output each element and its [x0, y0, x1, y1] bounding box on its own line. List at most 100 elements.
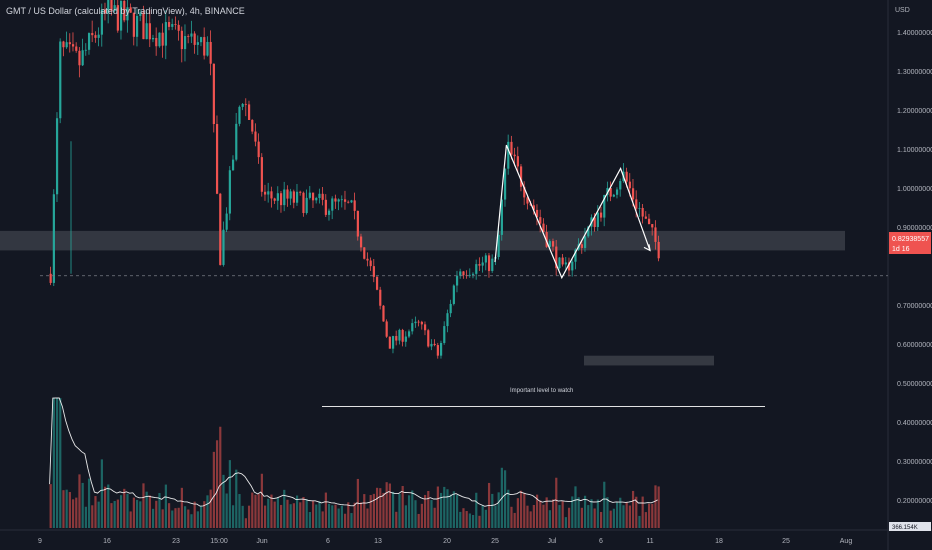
volume-bar [379, 488, 382, 528]
candle-body [433, 343, 436, 346]
candle-body [177, 24, 180, 31]
volume-bar [81, 482, 84, 528]
candle-body [260, 157, 263, 192]
volume-bar [513, 512, 516, 528]
candle-body [334, 198, 337, 202]
volume-bar [459, 511, 462, 528]
volume-bar [654, 485, 657, 528]
candle-body [558, 257, 561, 269]
price-tick-label: 0.50000000 [897, 381, 932, 388]
candle-body [542, 223, 545, 233]
volume-bar [283, 489, 286, 528]
volume-bar [455, 494, 459, 528]
candle-body [75, 46, 78, 51]
volume-bar [94, 496, 97, 528]
volume-bar [417, 513, 420, 528]
candle-body [164, 22, 167, 46]
date-tick-label: Jun [256, 538, 267, 545]
candle-body [471, 273, 475, 275]
countdown-value: 1d 16 [892, 246, 910, 253]
volume-bar [187, 509, 190, 528]
volume-bar [366, 508, 369, 528]
volume-bar [385, 482, 388, 528]
candle-body [286, 189, 289, 199]
volume-bar [436, 486, 439, 528]
volume-bar [97, 501, 100, 528]
volume-layer [49, 397, 660, 528]
candle-body [414, 321, 417, 324]
volume-bar [404, 505, 407, 528]
volume-bar [311, 500, 315, 528]
date-tick-label: 15:00 [210, 538, 228, 545]
candle-body [222, 229, 225, 265]
volume-bar [279, 504, 283, 528]
volume-bar [129, 511, 132, 528]
candle-body [526, 197, 529, 204]
volume-bar [215, 440, 219, 528]
date-tick-label: 6 [599, 538, 603, 545]
candle-body [564, 262, 567, 265]
candle-body [535, 209, 539, 218]
candle-body [279, 193, 283, 206]
volume-bar [465, 511, 468, 528]
candle-body [599, 212, 603, 218]
volume-bar [494, 505, 497, 528]
candle-body [65, 42, 68, 48]
candle-body [212, 63, 215, 125]
candle-body [555, 246, 558, 269]
current-price-tag-bg [889, 232, 931, 254]
volume-bar [199, 506, 203, 528]
volume-bar [564, 517, 567, 528]
candle-body [641, 207, 644, 217]
price-axis[interactable]: 1.40000000 1.30000000 1.20000000 1.10000000… [897, 30, 932, 505]
candle-body [638, 207, 641, 209]
candle-body [401, 329, 404, 342]
candle-body [126, 7, 129, 21]
candle-body [385, 321, 388, 337]
candle-body [183, 36, 187, 50]
candle-body [452, 285, 455, 304]
volume-bar [260, 473, 263, 528]
candle-body [180, 30, 183, 50]
candle-body [52, 194, 55, 283]
volume-bar [126, 493, 129, 528]
candle-body [135, 15, 139, 37]
candle-body [369, 260, 372, 267]
candle-body [199, 37, 203, 43]
volume-bar [353, 502, 356, 528]
candle-body [116, 5, 119, 31]
volume-bar [510, 506, 513, 528]
candle-body [523, 186, 526, 198]
volume-bar [135, 499, 139, 528]
volume-bar [84, 506, 87, 528]
price-tick-label: 1.40000000 [897, 30, 932, 37]
volume-bar [276, 497, 279, 528]
volume-bar [628, 505, 631, 528]
candle-body [231, 159, 235, 171]
volume-bar [161, 509, 164, 528]
volume-bar [292, 503, 295, 528]
time-axis[interactable]: 9 16 23 15:00 Jun 6 13 20 25 Jul 6 11 18 25 Aug [38, 538, 852, 545]
volume-bar [183, 506, 187, 528]
volume-bar [555, 477, 558, 528]
candle-body [84, 49, 87, 51]
candle-body [574, 249, 577, 262]
volume-bar [567, 507, 571, 528]
date-tick-label: Jul [548, 538, 557, 545]
candle-body [68, 42, 71, 45]
candle-body [411, 323, 414, 332]
candle-body [657, 241, 660, 259]
candle-body [91, 33, 94, 36]
volume-bar [286, 499, 289, 528]
volume-bar [462, 508, 465, 528]
volume-bar [631, 490, 635, 528]
candle-body [87, 33, 91, 50]
volume-bar [407, 495, 411, 528]
candle-body [289, 191, 292, 199]
volume-bar [331, 505, 334, 528]
date-tick-label: 18 [715, 538, 723, 545]
volume-bar [350, 513, 353, 528]
volume-bar [225, 493, 228, 528]
volume-bar [59, 398, 62, 528]
